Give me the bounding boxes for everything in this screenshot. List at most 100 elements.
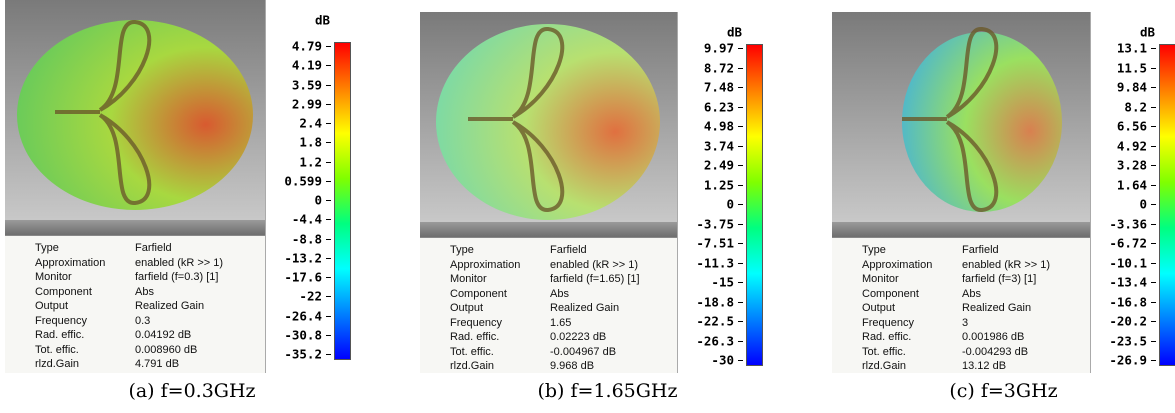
info-value: farfield (f=1.65) [1]: [550, 273, 640, 285]
colorbar-label: -13.4: [1109, 274, 1147, 290]
farfield-plot: [420, 12, 677, 222]
info-value: Abs: [550, 287, 569, 300]
colorbar-label: 6.23: [703, 99, 734, 114]
colorbar-tick: [326, 123, 331, 124]
colorbar-label: -4.4: [291, 211, 322, 227]
info-label: rlzd.Gain: [35, 358, 80, 370]
colorbar-label: -10.1: [1109, 255, 1147, 270]
colorbar-label: 1.64: [1116, 177, 1147, 192]
colorbar: dB 13.1 11.5 9.84 8.2 6.56 4.92 3.28 1.64 0 -3.36 -…: [1090, 12, 1175, 373]
info-label: Frequency: [450, 316, 502, 329]
colorbar-label: 4.92: [1116, 138, 1147, 153]
pattern: [17, 20, 253, 210]
colorbar-tick: [738, 67, 743, 69]
info-value: 0.02223 dB: [550, 331, 607, 343]
info-label: Component: [450, 287, 507, 300]
info-value: farfield (f=3) [1]: [962, 273, 1037, 285]
colorbar-label: -3.75: [696, 216, 734, 231]
colorbar-gradient: [1159, 44, 1175, 366]
info-label: Rad. effic.: [862, 331, 912, 343]
info-label: Output: [862, 302, 896, 314]
info-value: Farfield: [550, 244, 587, 256]
colorbar-label: -16.8: [1109, 294, 1147, 309]
colorbar-tick: [326, 65, 331, 67]
colorbar-label: 1.2: [299, 154, 322, 169]
colorbar-unit: dB: [726, 24, 742, 40]
colorbar-tick: [1151, 243, 1156, 244]
info-value: -0.004293 dB: [962, 345, 1029, 358]
panel: Type Farfield Approximation enabled (kR >> …: [420, 12, 795, 373]
info-label: Monitor: [450, 273, 487, 285]
plot-frame: [832, 222, 1090, 237]
colorbar-label: 4.79: [291, 38, 322, 54]
colorbar-tick: [1151, 145, 1156, 147]
colorbar-label: 1.8: [299, 134, 322, 150]
colorbar-tick: [326, 103, 331, 105]
colorbar-tick: [326, 161, 331, 163]
panel: Type Farfield Approximation enabled (kR >> …: [5, 0, 379, 373]
colorbar-tick: [1151, 204, 1156, 205]
colorbar-tick: [738, 282, 743, 283]
info-value: enabled (kR >> 1): [135, 256, 224, 269]
colorbar-label: 2.4: [299, 115, 322, 131]
info-value: 0.001986 dB: [962, 331, 1025, 343]
colorbar-tick: [1151, 87, 1156, 88]
farfield-plot: [832, 12, 1090, 222]
colorbar-label: -22.5: [696, 313, 734, 329]
colorbar-tick: [1151, 301, 1156, 303]
info-label: Monitor: [862, 273, 899, 285]
info-value: 0.04192 dB: [135, 329, 192, 341]
colorbar-tick: [326, 46, 331, 47]
colorbar-label: -35.2: [284, 346, 322, 362]
colorbar-label: 0: [314, 192, 322, 208]
colorbar-unit: dB: [1139, 24, 1155, 40]
colorbar-tick: [738, 145, 743, 147]
caption: (b) f=1.65GHz: [537, 380, 678, 402]
colorbar-tick: [326, 142, 331, 144]
info-value: farfield (f=0.3) [1]: [135, 271, 219, 283]
info-label: Frequency: [35, 314, 87, 327]
colorbar-label: 11.5: [1116, 60, 1147, 75]
colorbar-label: -22: [299, 288, 322, 304]
info-label: rlzd.Gain: [450, 360, 495, 372]
colorbar-tick: [738, 340, 743, 342]
colorbar-label: -15: [711, 274, 734, 290]
colorbar-label: -17.6: [284, 269, 322, 285]
colorbar-label: 8.2: [1124, 99, 1147, 114]
colorbar-label: -26.9: [1109, 352, 1147, 368]
colorbar-label: 3.28: [1116, 157, 1147, 173]
colorbar-unit: dB: [314, 12, 330, 28]
info-value: Realized Gain: [962, 302, 1032, 314]
colorbar-tick: [326, 334, 331, 336]
colorbar-label: -7.51: [696, 235, 734, 251]
colorbar-label: -11.3: [696, 255, 734, 270]
info-label: Rad. effic.: [35, 329, 85, 341]
colorbar-tick: [738, 106, 743, 108]
info-label: Approximation: [862, 258, 933, 271]
colorbar-tick: [1151, 340, 1156, 342]
colorbar-tick: [326, 315, 331, 317]
info-label: rlzd.Gain: [862, 360, 907, 372]
info-value: enabled (kR >> 1): [550, 258, 639, 271]
colorbar-label: -26.3: [696, 333, 734, 348]
info-label: Tot. effic.: [450, 345, 494, 358]
colorbar-tick: [1151, 126, 1156, 127]
info-label: Tot. effic.: [35, 343, 79, 356]
info-label: Tot. effic.: [862, 345, 906, 358]
caption: (a) f=0.3GHz: [128, 380, 256, 402]
colorbar-label: -30.8: [284, 327, 322, 343]
colorbar-tick: [738, 165, 743, 166]
info-label: Rad. effic.: [450, 331, 500, 343]
info-table: Type Farfield Approximation enabled (kR >> …: [5, 235, 265, 373]
colorbar-tick: [738, 243, 743, 244]
colorbar-tick: [738, 321, 743, 322]
info-label: Approximation: [450, 258, 521, 271]
info-value: Farfield: [962, 244, 999, 256]
colorbar-label: 0: [726, 196, 734, 212]
colorbar-gradient: [746, 44, 763, 366]
caption: (c) f=3GHz: [949, 380, 1058, 402]
info-value: enabled (kR >> 1): [962, 258, 1051, 271]
colorbar-tick: [326, 296, 331, 298]
colorbar-label: 13.1: [1116, 40, 1147, 56]
